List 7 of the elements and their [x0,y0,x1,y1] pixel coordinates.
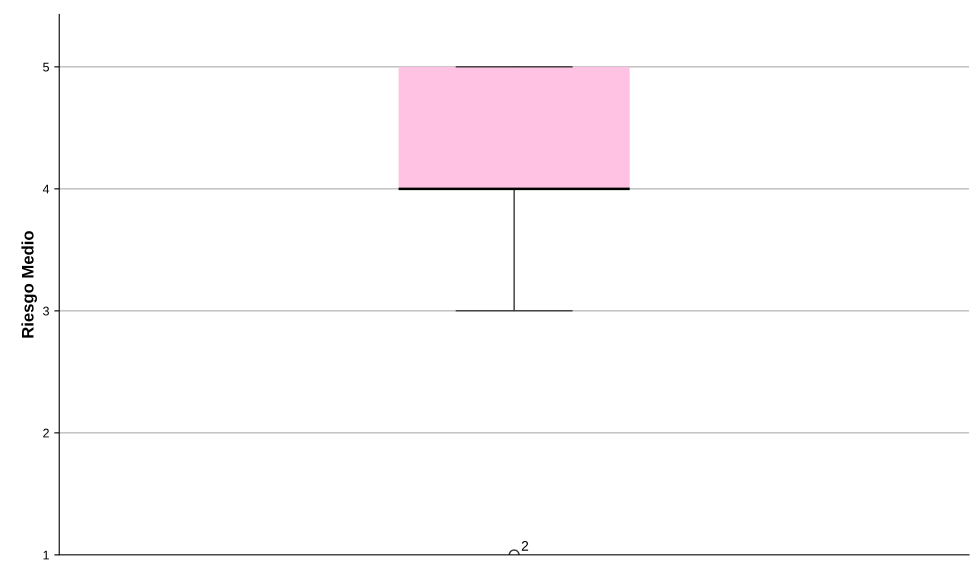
annotation: 2 [522,541,528,551]
y-axis-title: Riesgo Medio [21,231,37,338]
y-tick-label: 4 [42,184,50,194]
y-tick-label: 5 [43,62,49,72]
y-tick-label: 2 [43,428,49,438]
y-tick-label: 1 [44,550,49,560]
y-tick-label: 3 [43,306,49,316]
